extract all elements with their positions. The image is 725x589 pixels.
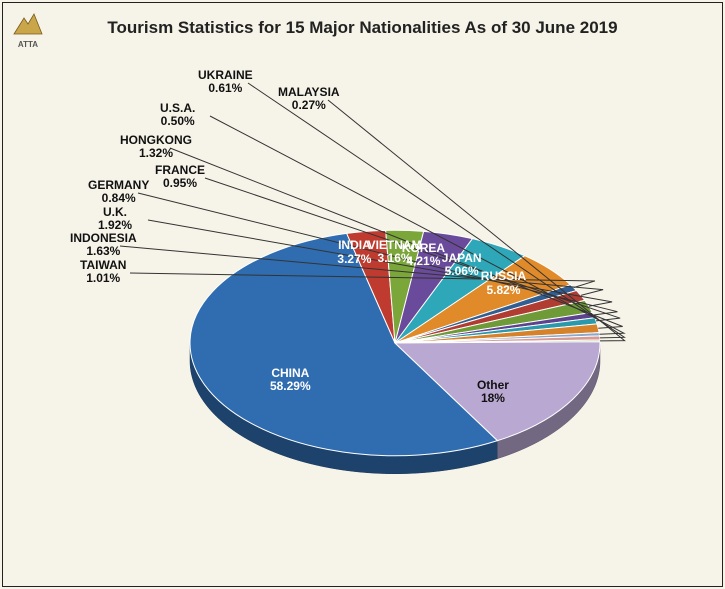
label-china: CHINA58.29% (250, 367, 330, 393)
pie-chart: CHINA58.29%INDIA3.27%VIETNAM3.16%KOREA4.… (0, 0, 725, 589)
label-other: Other18% (453, 379, 533, 405)
label-malaysia: MALAYSIA0.27% (278, 86, 340, 112)
label-u-s-a-: U.S.A.0.50% (160, 102, 195, 128)
label-japan: JAPAN5.06% (442, 252, 482, 278)
label-korea: KOREA4.21% (402, 242, 445, 268)
label-russia: RUSSIA5.82% (481, 270, 526, 296)
label-india: INDIA3.27% (337, 239, 371, 265)
label-u-k-: U.K.1.92% (98, 206, 132, 232)
label-ukraine: UKRAINE0.61% (198, 69, 253, 95)
label-france: FRANCE0.95% (155, 164, 205, 190)
label-taiwan: TAIWAN1.01% (80, 259, 126, 285)
label-germany: GERMANY0.84% (88, 179, 149, 205)
label-indonesia: INDONESIA1.63% (70, 232, 137, 258)
label-hongkong: HONGKONG1.32% (120, 134, 192, 160)
